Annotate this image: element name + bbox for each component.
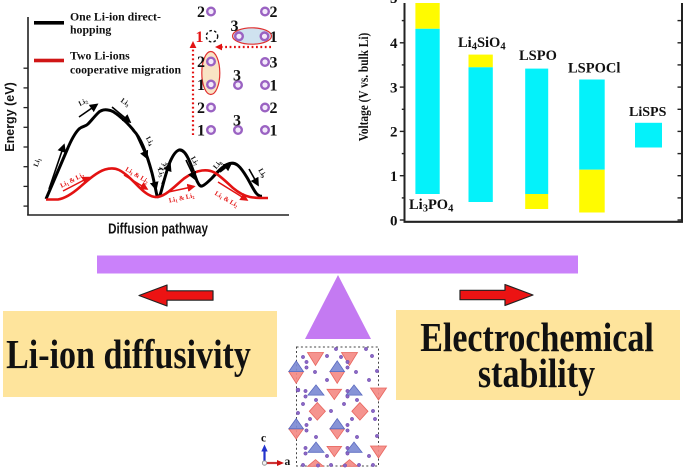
svg-text:LSPOCl: LSPOCl	[568, 61, 620, 77]
svg-text:hopping: hopping	[70, 23, 111, 37]
svg-text:Li3: Li3	[118, 96, 131, 109]
svg-text:2: 2	[197, 54, 205, 71]
svg-text:One Li-ion direct-: One Li-ion direct-	[70, 10, 161, 24]
svg-text:4: 4	[390, 36, 398, 52]
svg-text:Li1: Li1	[32, 156, 44, 168]
svg-text:Electrochemical: Electrochemical	[420, 315, 654, 361]
svg-text:3: 3	[233, 68, 241, 85]
svg-text:cooperative migration: cooperative migration	[70, 63, 181, 77]
svg-text:1: 1	[270, 29, 278, 46]
svg-text:stability: stability	[478, 351, 595, 397]
svg-text:1: 1	[196, 29, 204, 46]
svg-text:Li-ion diffusivity: Li-ion diffusivity	[6, 332, 251, 378]
svg-text:1: 1	[390, 169, 398, 185]
svg-text:1: 1	[197, 123, 205, 140]
svg-text:2: 2	[197, 4, 205, 21]
svg-text:Two Li-ions: Two Li-ions	[70, 49, 130, 63]
svg-text:3: 3	[233, 113, 241, 130]
svg-text:LiSPS: LiSPS	[629, 105, 667, 120]
svg-text:Li9: Li9	[255, 167, 268, 180]
svg-text:1: 1	[270, 78, 278, 95]
svg-text:Diffusion pathway: Diffusion pathway	[108, 220, 208, 237]
svg-text:a: a	[285, 456, 291, 468]
svg-text:3: 3	[231, 18, 239, 35]
svg-text:Voltage (V vs. bulk Li): Voltage (V vs. bulk Li)	[356, 33, 371, 142]
svg-text:2: 2	[270, 100, 278, 117]
svg-text:Li2: Li2	[77, 96, 90, 109]
svg-text:2: 2	[390, 125, 398, 141]
svg-text:2: 2	[270, 4, 278, 21]
svg-text:5: 5	[390, 0, 398, 7]
svg-text:c: c	[261, 433, 266, 445]
svg-text:1: 1	[197, 77, 205, 94]
svg-text:Energy (eV): Energy (eV)	[3, 82, 17, 151]
svg-text:LSPO: LSPO	[519, 48, 557, 64]
svg-text:Li3PO4: Li3PO4	[409, 197, 454, 215]
svg-text:1: 1	[270, 123, 278, 140]
svg-text:2: 2	[197, 100, 205, 117]
svg-text:Li1 & Li2: Li1 & Li2	[168, 192, 195, 205]
svg-text:3: 3	[270, 55, 278, 72]
svg-text:0: 0	[390, 214, 398, 230]
svg-text:3: 3	[390, 81, 398, 97]
svg-text:Li4SiO4: Li4SiO4	[458, 35, 506, 53]
